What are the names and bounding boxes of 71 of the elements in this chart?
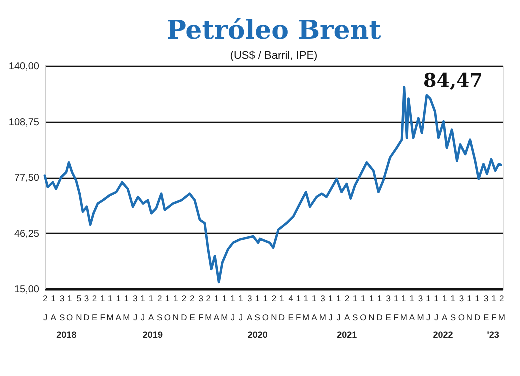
- x-tick-label: 1 F: [492, 294, 497, 322]
- x-tick-label: 1 A: [148, 294, 154, 322]
- x-tick-label: 2 S: [157, 294, 164, 322]
- x-tick-label: 1 J: [328, 294, 334, 322]
- x-tick-label: 5 N: [76, 294, 82, 322]
- x-tick-label: 1 O: [66, 294, 74, 322]
- x-tick-label: 1 J: [238, 294, 244, 322]
- x-tick-label: 1 N: [466, 294, 473, 322]
- x-tick-label: 2 J: [43, 294, 48, 322]
- y-tick-label: 15,00: [14, 284, 40, 296]
- x-tick-label: 1 N: [368, 294, 375, 322]
- x-tick-label: 2 E: [92, 294, 98, 322]
- x2-tick-label: 2018: [56, 330, 77, 340]
- annotation: 84,47: [424, 70, 483, 92]
- y-tick-label: 108,75: [8, 117, 40, 128]
- x-tick-label: 1 M: [302, 294, 310, 322]
- x-tick-label: 1 D: [278, 294, 286, 322]
- x2-tick-label: '23: [487, 330, 500, 340]
- x-tick-label: 3 M: [319, 294, 327, 322]
- x-tick-label: 3 J: [133, 294, 138, 322]
- x-tick-label: 1 M: [123, 294, 130, 322]
- y-tick-label: 140,00: [8, 62, 40, 72]
- x2-tick-label: 2022: [433, 330, 454, 340]
- x-tick-label: 2 D: [181, 294, 188, 322]
- x-tick-label: 2 A: [344, 294, 351, 322]
- x-tick-label: 1 J: [230, 294, 236, 322]
- x-tick-label: 1 O: [262, 294, 270, 322]
- x-tick-label: 1 D: [474, 294, 481, 322]
- x-tick-label: 2 N: [271, 294, 278, 322]
- x-tick-label: 1 A: [409, 294, 416, 322]
- x-tick-label: 1 S: [450, 294, 456, 322]
- x-tick-label: 1 F: [394, 294, 399, 322]
- x-tick-label: 1 A: [312, 294, 318, 322]
- x-tick-label: 1 S: [352, 294, 359, 322]
- x-tick-label: 1 M: [400, 294, 408, 322]
- x-tick-label: 2 E: [190, 294, 196, 322]
- x-tick-label: 1 A: [214, 294, 220, 322]
- x-tick-label: 3 S: [60, 294, 66, 322]
- chart-subtitle: (US$ / Barril, IPE): [230, 50, 318, 62]
- x-tick-label: 3 D: [84, 294, 90, 322]
- y-tick-label: 46,25: [14, 228, 40, 240]
- x-tick-label: 1 A: [442, 294, 448, 322]
- x-tick-label: 1 A: [50, 294, 57, 322]
- x-tick-label: 3 F: [198, 294, 204, 322]
- x2-tick-label: 2021: [337, 330, 358, 340]
- x-tick-label: 1 J: [434, 294, 440, 322]
- x-tick-label: 1 J: [426, 294, 432, 322]
- x-tick-label: 1 O: [360, 294, 368, 322]
- x-tick-label: 3 A: [247, 294, 254, 322]
- x-tick-label: 3 E: [386, 294, 392, 322]
- x-tick-label: 3 O: [458, 294, 466, 322]
- chart-title: Petróleo Brent: [166, 16, 382, 46]
- x-tick-label: 2 M: [498, 294, 506, 322]
- x2-tick-label: 2020: [248, 330, 268, 340]
- x-tick-label: 4 E: [288, 294, 294, 322]
- x-tick-label: 3 M: [417, 294, 424, 322]
- x-tick-label: 1 S: [254, 294, 261, 322]
- x-tick-label: 1 M: [106, 294, 114, 322]
- x-tick-label: 1 F: [100, 294, 106, 322]
- x-tick-label: 1 D: [376, 294, 383, 322]
- x-tick-label: 3 E: [484, 294, 490, 322]
- x-tick-label: 1 J: [140, 294, 146, 322]
- x-tick-label: 1 M: [221, 294, 228, 322]
- x-tick-label: 1 A: [116, 294, 122, 322]
- x-tick-label: 1 F: [296, 294, 302, 322]
- x-tick-label: 1 J: [336, 294, 342, 322]
- x2-tick-label: 2019: [142, 330, 163, 340]
- x-tick-label: 1 N: [172, 294, 180, 322]
- y-tick-label: 77,50: [14, 173, 40, 184]
- x-tick-label: 1 O: [164, 294, 172, 322]
- x-tick-label: 2 M: [205, 294, 212, 322]
